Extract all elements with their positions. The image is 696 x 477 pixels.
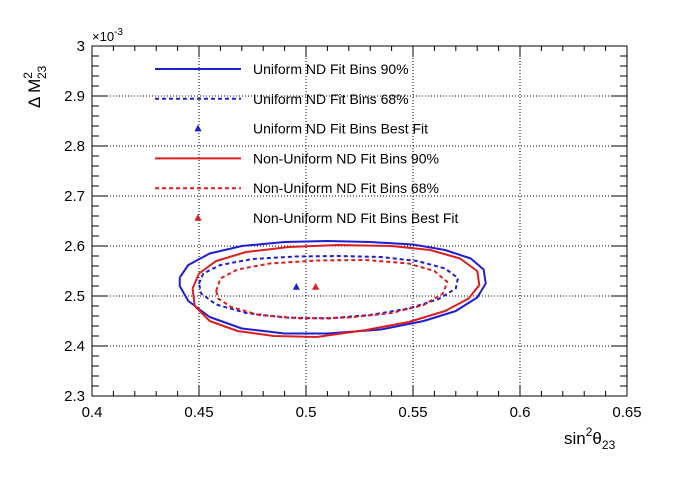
y-tick-label: 2.3 — [64, 388, 85, 405]
x-tick-label: 0.65 — [612, 404, 641, 421]
contour-curves — [178, 240, 487, 338]
contour-series-3 — [191, 244, 481, 338]
plot-frame — [91, 45, 628, 397]
y-title-superscript: 2 — [21, 72, 35, 79]
x-tick-label: 0.5 — [296, 404, 317, 421]
x-title-main: sin — [564, 429, 586, 448]
legend-marker-2 — [194, 124, 202, 132]
y-title-main: Δ M — [25, 79, 44, 108]
x-tick-label: 0.55 — [398, 404, 427, 421]
x-axis-title: sin2θ23 — [564, 425, 616, 452]
best-fit-marker-2 — [292, 283, 300, 290]
y-tick-label: 2.7 — [64, 188, 85, 205]
x-tick-label: 0.45 — [184, 404, 213, 421]
best-fit-marker-5 — [312, 283, 320, 290]
y-axis-multiplier: ×10-3 — [92, 27, 123, 44]
legend-label-4: Non-Uniform ND Fit Bins 68% — [253, 180, 439, 196]
legend-label-2: Uniform ND Fit Bins Best Fit — [253, 121, 428, 137]
y-tick-label: 2.4 — [64, 338, 85, 355]
legend-marker-5 — [194, 214, 202, 221]
y-multiplier-exponent: -3 — [114, 27, 123, 38]
y-multiplier-base: ×10 — [92, 29, 114, 44]
x-title-subscript: 23 — [602, 438, 616, 452]
y-tick-label: 3 — [77, 38, 85, 55]
x-tick-label: 0.4 — [82, 404, 103, 421]
y-tick-label: 2.6 — [64, 238, 85, 255]
legend-label-5: Non-Uniform ND Fit Bins Best Fit — [253, 210, 458, 226]
axis-tick-labels: 0.4 0.45 0.5 0.55 0.6 0.65 2.3 2.4 2.5 2.6 2.7 2.8 2… — [64, 38, 641, 421]
x-title-theta: θ — [592, 429, 601, 448]
axis-ticks — [91, 45, 628, 397]
legend-label-0: Uniform ND Fit Bins 90% — [253, 61, 409, 77]
contour-series-0 — [178, 240, 487, 335]
y-title-subscript: 23 — [35, 65, 49, 79]
y-axis-title: Δ M223 — [21, 65, 49, 108]
y-tick-label: 2.9 — [64, 88, 85, 105]
legend: Uniform ND Fit Bins 90% Uniform ND Fit Bi… — [155, 61, 458, 226]
contour-series-4 — [215, 259, 449, 320]
legend-label-3: Non-Uniform ND Fit Bins 90% — [253, 150, 439, 166]
legend-label-1: Uniform ND Fit Bins 68% — [253, 91, 409, 107]
y-tick-label: 2.5 — [64, 288, 85, 305]
x-tick-label: 0.6 — [510, 404, 531, 421]
x-title-superscript: 2 — [586, 425, 593, 439]
y-tick-label: 2.8 — [64, 138, 85, 155]
